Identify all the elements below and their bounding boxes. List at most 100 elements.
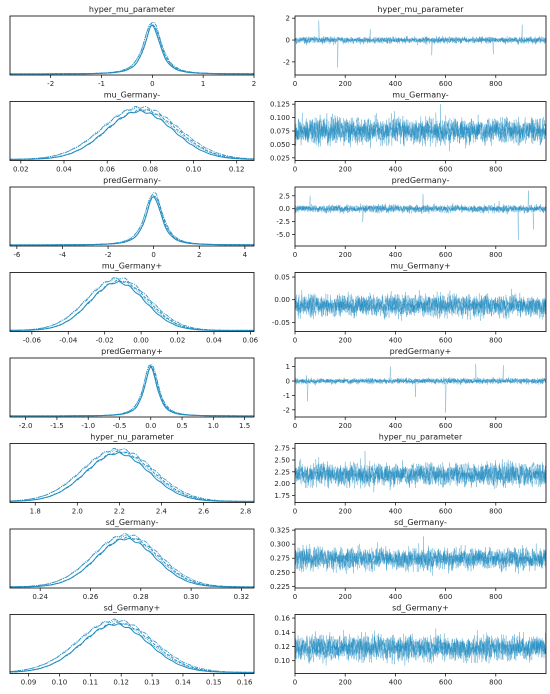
x-tick-label: 0 (293, 251, 297, 259)
density-line-chain-3 (10, 194, 254, 246)
y-tick-label: -2.5 (276, 218, 290, 226)
y-tick-label: 2.25 (274, 468, 290, 476)
y-tick-label: 0.250 (270, 569, 290, 577)
y-tick-label: -0.05 (272, 319, 290, 327)
y-tick-label: 0.0 (279, 205, 290, 213)
y-tick-label: 0.125 (270, 101, 290, 109)
x-tick-label: 0 (293, 508, 297, 516)
panel-density-sd-germany-: sd_Germany- 0.24 0.26 0.28 0.30 0.32 (9, 518, 255, 601)
x-tick-label: 1.0 (208, 422, 219, 430)
density-curves (10, 106, 254, 160)
x-tick-label: 0.26 (83, 593, 99, 601)
panel-density-hyper-nu-parameter: hyper_nu_parameter 1.8 2.0 2.2 2.4 2.6 2.8 (9, 433, 255, 516)
density-line-chain-3 (10, 449, 254, 502)
density-line-chain-3 (10, 364, 254, 417)
panel-title: mu_Germany- (392, 91, 448, 100)
panel-density-sd-germany-: sd_Germany+ 0.09 0.10 0.11 0.12 0.13 0.14 0.15 0… (9, 604, 255, 687)
panel-density-predgermany-: predGermany- -6 -4 -2 0 2 4 (9, 176, 255, 259)
x-tick-label: 400 (389, 166, 402, 174)
x-tick-label: 400 (389, 679, 402, 687)
panel-trace-sd-germany-: sd_Germany- 0.225 0.250 0.275 0.300 0.325 0 200… (270, 518, 547, 601)
x-tick-label: 400 (389, 337, 402, 345)
x-tick-label: 600 (439, 337, 452, 345)
axes-frame (294, 15, 547, 76)
density-curves (10, 618, 254, 673)
y-tick-label: 0.275 (270, 555, 290, 563)
axes-frame (9, 443, 255, 503)
x-tick-label: 200 (339, 593, 352, 601)
trace-line-chain-4 (295, 536, 546, 576)
trace-line-chain-4 (295, 200, 546, 215)
y-tick-label: 0.225 (270, 583, 290, 591)
x-tick-label: 0.28 (133, 593, 149, 601)
axes-frame (294, 614, 547, 674)
x-tick-label: 200 (339, 80, 352, 88)
x-tick-label: 800 (489, 251, 502, 259)
density-line-chain-1 (10, 196, 254, 246)
x-tick-label: 0.08 (143, 166, 159, 174)
panel-title: hyper_mu_parameter (89, 5, 176, 14)
density-line-chain-1 (10, 366, 254, 417)
x-tick-label: 0.04 (56, 166, 72, 174)
trace-lines (295, 450, 546, 493)
trace-lines (295, 288, 546, 321)
y-tick-label: 0.14 (274, 629, 290, 637)
x-tick-label: 800 (489, 593, 502, 601)
x-tick-label: 0.11 (83, 679, 99, 687)
x-tick-label: 0 (293, 80, 297, 88)
x-tick-label: 800 (489, 166, 502, 174)
x-tick-label: 800 (489, 679, 502, 687)
density-line-chain-4 (10, 191, 254, 246)
x-tick-label: 0.0 (145, 422, 156, 430)
density-curves (10, 21, 254, 75)
x-tick-label: 600 (439, 251, 452, 259)
density-line-chain-4 (10, 277, 254, 331)
panel-trace-hyper-nu-parameter: hyper_nu_parameter 1.75 2.00 2.25 2.50 2.75 0 2… (274, 433, 547, 516)
y-tick-label: 2.50 (274, 457, 290, 465)
density-line-chain-4 (10, 618, 254, 673)
panel-trace-mu-germany-: mu_Germany- 0.025 0.050 0.075 0.100 0.125 0 200… (270, 91, 547, 174)
panel-title: sd_Germany+ (104, 604, 161, 613)
y-tick-label: 0.00 (274, 296, 290, 304)
axes-frame (9, 528, 255, 589)
x-tick-label: 0.00 (133, 337, 149, 345)
x-tick-label: 400 (389, 508, 402, 516)
y-tick-label: 2 (286, 15, 290, 23)
x-tick-label: 800 (489, 508, 502, 516)
x-tick-label: -1.0 (81, 422, 95, 430)
x-tick-label: 2.8 (240, 508, 251, 516)
density-line-chain-3 (10, 107, 254, 160)
x-tick-label: 0.15 (206, 679, 222, 687)
y-tick-label: 1 (286, 363, 290, 371)
axes-frame (294, 272, 547, 332)
trace-line-chain-4 (295, 113, 546, 147)
x-tick-label: 400 (389, 593, 402, 601)
x-tick-label: 2.0 (72, 508, 83, 516)
x-tick-label: 0.06 (243, 337, 259, 345)
x-tick-label: -1.5 (50, 422, 64, 430)
x-tick-label: 0 (293, 337, 297, 345)
trace-line-chain-4 (295, 459, 546, 489)
trace-line-chain-3 (295, 450, 546, 493)
x-tick-label: 0.10 (52, 679, 68, 687)
y-tick-label: 0 (286, 378, 290, 386)
y-tick-label: -2 (283, 406, 290, 414)
trace-line-chain-4 (295, 377, 546, 385)
y-tick-label: 0.025 (270, 154, 290, 162)
density-line-chain-4 (10, 21, 254, 75)
x-tick-label: 1 (201, 80, 205, 88)
density-curves (10, 364, 254, 417)
x-tick-label: 2 (197, 251, 201, 259)
trace-line-chain-4 (295, 20, 546, 45)
density-line-chain-1 (10, 452, 254, 502)
x-tick-label: 600 (439, 593, 452, 601)
axes-frame (9, 186, 255, 247)
x-tick-label: 200 (339, 166, 352, 174)
y-tick-label: 0.16 (274, 615, 290, 623)
x-tick-label: 1.8 (30, 508, 41, 516)
x-tick-label: 0.06 (99, 166, 115, 174)
x-tick-label: 0.02 (170, 337, 186, 345)
y-tick-label: 0 (286, 37, 290, 45)
panel-title: predGermany+ (390, 347, 452, 356)
x-tick-label: -6 (13, 251, 21, 259)
